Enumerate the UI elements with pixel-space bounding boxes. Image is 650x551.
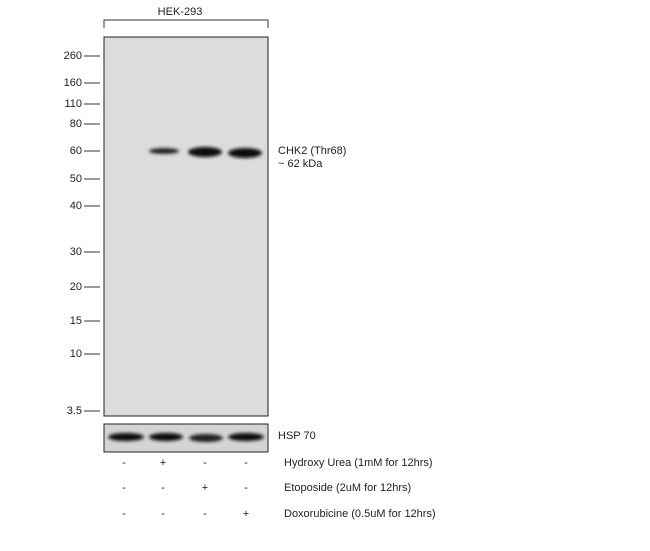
treatment-sign: + <box>202 482 208 494</box>
treatment-sign: - <box>203 457 207 469</box>
treatment-sign: - <box>161 508 165 520</box>
treatment-label: Etoposide (2uM for 12hrs) <box>284 482 411 494</box>
loading-bands <box>108 433 264 442</box>
band <box>188 147 222 157</box>
blot-panel <box>103 36 269 417</box>
band <box>149 148 179 154</box>
marker-label: 3.5 <box>67 405 82 417</box>
band <box>228 433 264 441</box>
marker-label: 80 <box>70 118 82 130</box>
treatment-sign: - <box>244 482 248 494</box>
treatment-sign: - <box>161 482 165 494</box>
band <box>108 433 144 441</box>
treatment-sign: - <box>203 508 207 520</box>
band <box>149 433 183 441</box>
target-size: ~ 62 kDa <box>278 158 323 170</box>
marker-label: 260 <box>64 50 82 62</box>
treatment-sign: + <box>160 457 166 469</box>
marker-label: 20 <box>70 281 82 293</box>
marker-label: 10 <box>70 348 82 360</box>
treatment-sign: - <box>122 508 126 520</box>
treatment-sign: + <box>243 508 249 520</box>
marker-label: 30 <box>70 246 82 258</box>
treatment-sign: - <box>122 482 126 494</box>
cell-line-label: HEK-293 <box>158 6 203 18</box>
marker-label: 60 <box>70 145 82 157</box>
target-name: CHK2 (Thr68) <box>278 145 346 157</box>
band <box>228 148 262 158</box>
band <box>189 434 223 442</box>
treatment-label: Hydroxy Urea (1mM for 12hrs) <box>284 457 433 469</box>
target-bands <box>149 147 262 158</box>
treatment-sign: - <box>244 457 248 469</box>
loading-control-label: HSP 70 <box>278 430 316 442</box>
marker-label: 15 <box>70 315 82 327</box>
treatment-label: Doxorubicine (0.5uM for 12hrs) <box>284 508 436 520</box>
treatment-sign: - <box>122 457 126 469</box>
marker-label: 160 <box>64 77 82 89</box>
marker-label: 110 <box>64 98 82 110</box>
lane-bracket <box>103 19 269 28</box>
marker-label: 50 <box>70 173 82 185</box>
marker-label: 40 <box>70 200 82 212</box>
